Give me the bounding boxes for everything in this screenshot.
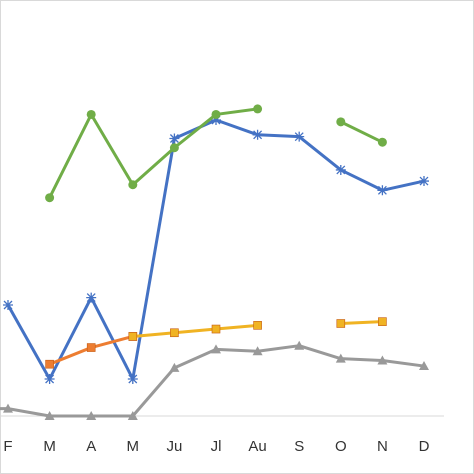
series-layer [0,104,429,420]
series-1-segment-9 [380,179,426,192]
series-1-point-1 [44,374,55,384]
series-1-point-6 [252,129,263,140]
series-2-point-8 [336,117,346,127]
series-5-segment-9 [380,359,426,368]
x-tick-label: A [86,438,96,455]
series-2-point-9 [377,137,387,147]
series-1-point-0 [3,300,13,310]
x-tick-label: M [127,438,140,455]
series-2 [45,104,387,203]
x-tick-label: Ju [166,438,182,455]
series-1-segment-1 [48,296,93,381]
series-5-point-2 [86,411,97,420]
series-2-point-4 [169,143,179,153]
x-tick-labels: F M A M Ju Jl Au S O N D [3,438,429,455]
series-5-point-9 [377,355,388,365]
series-2-point-2 [86,109,96,119]
series-4-point-8 [336,319,346,328]
series-5-segment-0 [6,407,52,418]
series-5-segment-3 [131,366,176,418]
series-3-point-1 [45,359,54,369]
series-3-segment-2 [89,334,135,350]
x-tick-label: M [43,438,56,455]
series-4-segment-4 [172,327,218,335]
series-1-point-5 [211,115,221,125]
series-1-point-9 [377,185,388,196]
series-5-segment-5 [214,347,260,353]
series-2-point-5 [211,109,221,119]
series-1-point-4 [169,133,180,144]
series-2-point-1 [45,193,55,203]
series-4-point-9 [378,317,387,326]
series-1-segment-2 [89,296,135,381]
x-tick-label: S [294,438,304,455]
series-1-segment-8 [339,168,384,192]
series-1-point-10 [419,176,429,187]
series-1-segment-5 [214,118,260,137]
series-5-segment-4 [172,347,218,370]
x-tick-label: Au [248,438,266,455]
x-tick-label: O [335,438,347,455]
series-4-point-4 [170,328,179,338]
series-4-point-6 [253,321,262,330]
x-tick-label: D [419,438,430,455]
series-5-point-10 [419,361,429,371]
series-2-segment-2 [89,112,135,187]
series-4-point-5 [211,324,221,334]
series-2-segment-5 [214,107,260,116]
series-1-segment-6 [256,133,301,139]
series-5-point-6 [252,346,263,356]
series-5-segment-7 [297,344,343,361]
series-1-segment-3 [131,137,176,381]
series-1-point-2 [86,292,97,303]
series-5-point-8 [335,353,346,363]
series-4 [128,317,387,341]
series-5-point-5 [211,344,221,354]
series-4-segment-5 [214,323,260,331]
series-5-point-3 [127,411,138,420]
series-5-point-7 [294,340,305,350]
series-1-point-3 [127,374,138,384]
series-2-segment-3 [131,146,176,187]
series-2-point-3 [128,180,138,190]
series-5-point-1 [44,411,55,420]
series-5 [0,340,429,420]
series-4-segment-8 [339,320,384,325]
x-tick-label: F [3,438,12,455]
series-2-point-6 [253,104,263,114]
series-2-segment-4 [172,112,218,150]
series-5-segment-8 [339,357,384,362]
series-1-point-8 [335,164,346,175]
series-2-segment-8 [339,120,384,144]
x-tick-label: Jl [211,438,222,455]
x-tick-label: N [377,438,388,455]
series-5-segment-6 [256,344,301,353]
series-3-point-2 [86,343,96,352]
series-2-segment-1 [48,112,93,200]
series-1-point-7 [294,131,305,142]
series-5-point-4 [169,362,180,372]
series-1-segment-7 [297,135,343,172]
series-3-segment-1 [48,346,93,366]
series-4-point-3 [128,332,138,341]
series-5-point-0 [3,403,13,413]
series-1-segment-0 [6,303,52,381]
series-4-segment-3 [131,331,176,338]
